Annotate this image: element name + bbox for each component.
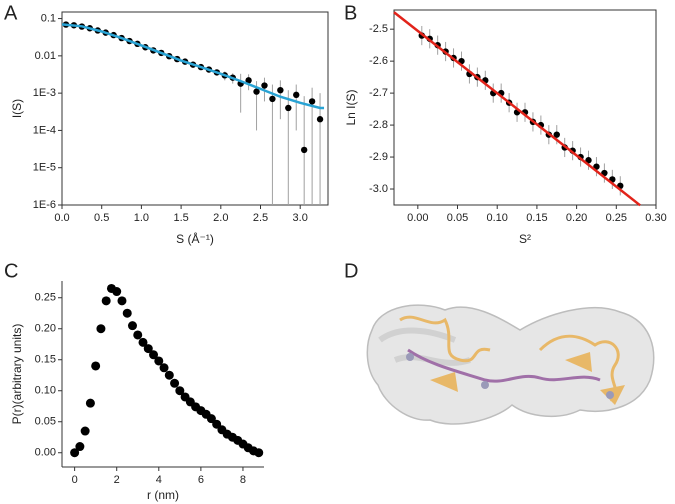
molecule-render [366, 304, 655, 425]
data-point [261, 82, 268, 89]
x-tick-label: 0 [72, 474, 78, 486]
x-tick-label: 8 [240, 474, 246, 486]
x-axis-title: r (nm) [147, 488, 179, 502]
data-point [170, 378, 180, 388]
fit-line [393, 11, 641, 207]
data-point [316, 116, 324, 123]
y-axis-title: Ln I(S) [344, 89, 358, 125]
data-point [293, 91, 300, 99]
y-tick-label: 0.05 [35, 416, 56, 428]
data-point [85, 398, 95, 408]
y-tick-label: 0.1 [41, 12, 56, 24]
y-tick-label: 0.01 [35, 50, 56, 62]
data-point [91, 361, 101, 371]
data-point [175, 386, 185, 396]
panel-label: D [344, 260, 358, 282]
plot-frame [393, 9, 657, 206]
data-point [133, 330, 143, 340]
x-tick-label: 2.0 [213, 212, 228, 224]
data-point [122, 308, 132, 318]
x-tick-label: 0.25 [606, 212, 627, 224]
x-axis-title: S (Å⁻¹) [176, 231, 214, 246]
data-point [80, 426, 90, 436]
y-tick-label: -2.6 [369, 55, 388, 67]
y-tick-label: -2.8 [369, 119, 388, 131]
x-tick-label: 1.5 [173, 212, 188, 224]
y-tick-label: 0.10 [35, 385, 56, 397]
data-point [585, 157, 592, 164]
x-tick-label: 0.15 [526, 212, 547, 224]
x-tick-label: 0.00 [407, 212, 428, 224]
x-tick-label: 6 [198, 474, 204, 486]
data-point [112, 287, 122, 297]
data-point [70, 448, 80, 458]
y-tick-label: 1E-6 [33, 199, 56, 211]
y-tick-label: -2.7 [369, 87, 388, 99]
y-tick-label: -2.5 [369, 23, 388, 35]
data-point [159, 363, 169, 373]
plot-frame [61, 11, 329, 206]
y-tick-label: -2.9 [369, 151, 388, 163]
x-tick-label: 0.05 [447, 212, 468, 224]
data-point [127, 321, 137, 331]
data-point [553, 131, 560, 138]
y-tick-label: 1E-5 [33, 162, 56, 174]
y-tick-label: 0.20 [35, 323, 56, 335]
panel-label: B [344, 2, 357, 24]
data-point [277, 86, 284, 94]
data-point [164, 370, 174, 380]
x-tick-label: 1.0 [134, 212, 149, 224]
x-tick-label: 0.0 [54, 212, 69, 224]
y-axis-title: I(S) [10, 99, 24, 118]
x-tick-label: 0.5 [94, 212, 109, 224]
y-tick-label: 0.25 [35, 292, 56, 304]
x-tick-label: 2 [114, 474, 120, 486]
data-point [308, 98, 316, 105]
data-point [285, 104, 292, 112]
data-point [143, 344, 153, 354]
x-tick-label: 4 [156, 474, 162, 486]
x-tick-label: 2.5 [253, 212, 268, 224]
data-point [149, 350, 159, 360]
y-tick-label: 0.15 [35, 354, 56, 366]
x-tick-label: 0.30 [645, 212, 666, 224]
y-tick-label: 0.00 [35, 447, 56, 459]
fit-line [61, 23, 325, 110]
data-point [253, 88, 260, 95]
panel-label: A [4, 2, 18, 24]
data-point [117, 296, 127, 306]
data-point [138, 337, 148, 347]
data-point [245, 77, 252, 84]
panel-label: C [4, 260, 18, 282]
x-tick-label: 0.10 [487, 212, 508, 224]
y-tick-label: -3.0 [369, 183, 388, 195]
data-point [75, 442, 85, 452]
y-tick-label: 1E-3 [33, 87, 56, 99]
data-point [300, 146, 308, 154]
y-tick-label: 1E-4 [33, 124, 56, 136]
x-tick-label: 0.20 [566, 212, 587, 224]
data-point [154, 356, 164, 366]
data-point [254, 448, 264, 458]
data-point [101, 296, 111, 306]
data-point [96, 324, 106, 334]
y-axis-title: P(r)(arbitrary units) [10, 324, 24, 425]
x-tick-label: 3.0 [293, 212, 308, 224]
data-point [269, 95, 276, 103]
x-axis-title: S² [519, 232, 531, 246]
